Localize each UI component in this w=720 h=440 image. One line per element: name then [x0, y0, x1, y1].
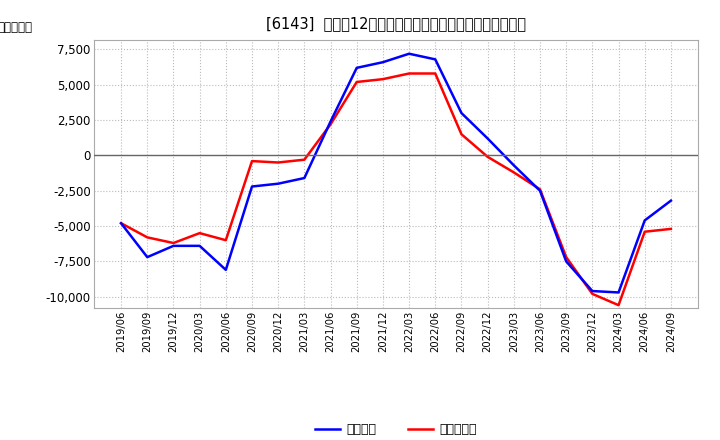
- 当期純利益: [536, 187, 544, 192]
- 経常利益: [248, 184, 256, 189]
- 経常利益: [300, 176, 309, 181]
- 当期純利益: [300, 157, 309, 162]
- 経常利益: [326, 119, 335, 124]
- 当期純利益: [614, 303, 623, 308]
- 当期純利益: [169, 240, 178, 246]
- 経常利益: [536, 188, 544, 194]
- 経常利益: [431, 57, 440, 62]
- 当期純利益: [326, 122, 335, 127]
- 当期純利益: [274, 160, 282, 165]
- 当期純利益: [483, 154, 492, 159]
- 経常利益: [667, 198, 675, 203]
- 当期純利益: [405, 71, 413, 76]
- 当期純利益: [248, 158, 256, 164]
- 当期純利益: [431, 71, 440, 76]
- 当期純利益: [195, 231, 204, 236]
- 経常利益: [222, 267, 230, 272]
- 経常利益: [195, 243, 204, 249]
- 経常利益: [379, 59, 387, 65]
- 経常利益: [405, 51, 413, 56]
- 当期純利益: [510, 170, 518, 175]
- 当期純利益: [588, 291, 597, 297]
- Title: [6143]  利益だ12か月移動合計の対前年同期増減額の推移: [6143] 利益だ12か月移動合計の対前年同期増減額の推移: [266, 16, 526, 32]
- 経常利益: [169, 243, 178, 249]
- 経常利益: [117, 220, 125, 226]
- 当期純利益: [457, 132, 466, 137]
- 経常利益: [640, 218, 649, 223]
- 当期純利益: [667, 226, 675, 231]
- 経常利益: [588, 288, 597, 293]
- 経常利益: [352, 65, 361, 70]
- 当期純利益: [562, 254, 570, 260]
- Y-axis label: （百万円）: （百万円）: [0, 21, 32, 34]
- Legend: 経常利益, 当期純利益: 経常利益, 当期純利益: [310, 418, 482, 440]
- Line: 経常利益: 経常利益: [121, 54, 671, 293]
- 経常利益: [143, 254, 152, 260]
- 当期純利益: [222, 238, 230, 243]
- 当期純利益: [379, 77, 387, 82]
- 経常利益: [483, 136, 492, 141]
- 当期純利益: [117, 220, 125, 226]
- 経常利益: [614, 290, 623, 295]
- Line: 当期純利益: 当期純利益: [121, 73, 671, 305]
- 当期純利益: [640, 229, 649, 235]
- 経常利益: [562, 259, 570, 264]
- 経常利益: [457, 110, 466, 116]
- 当期純利益: [143, 235, 152, 240]
- 経常利益: [274, 181, 282, 186]
- 経常利益: [510, 163, 518, 168]
- 当期純利益: [352, 79, 361, 84]
